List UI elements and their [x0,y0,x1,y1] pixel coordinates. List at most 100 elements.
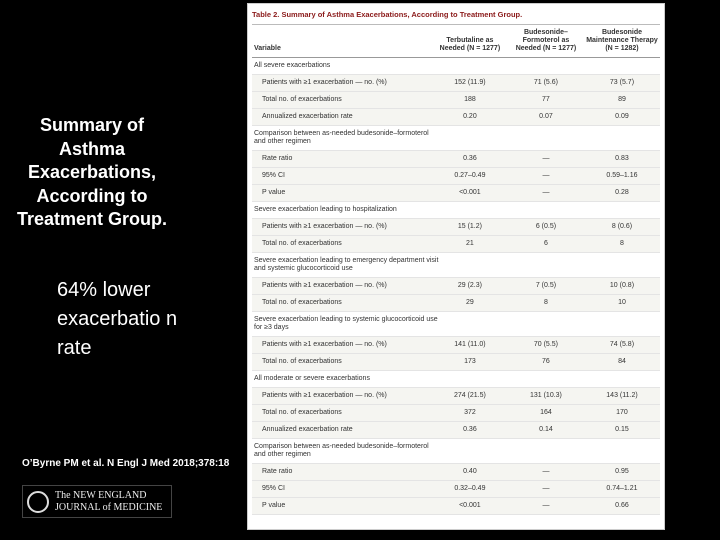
cell: 131 (10.3) [507,387,584,405]
data-row: Patients with ≥1 exacerbation — no. (%) 1… [252,218,660,236]
logo-line: The NEW ENGLAND [55,489,147,501]
section-row: All severe exacerbations [252,57,660,75]
cell: 141 (11.0) [431,336,508,354]
section-row: Severe exacerbation leading to hospitali… [252,201,660,219]
cell: — [507,167,584,185]
data-row: Annualized exacerbation rate 0.20 0.07 0.09 [252,108,660,126]
cell: — [507,150,584,168]
cell: 29 (2.3) [431,277,508,295]
cell: 164 [507,404,584,422]
cell: 6 (0.5) [507,218,584,236]
cell: 170 [583,404,660,422]
cell: <0.001 [431,184,508,202]
cell: 0.83 [583,150,660,168]
section-row: All moderate or severe exacerbations [252,370,660,388]
row-label: 95% CI [252,480,432,498]
row-label: Patients with ≥1 exacerbation — no. (%) [252,277,432,295]
row-label: Comparison between as-needed budesonide–… [252,438,660,464]
cell: 84 [583,353,660,371]
table-panel: Table 2. Summary of Asthma Exacerbations… [247,3,665,530]
row-label: Severe exacerbation leading to emergency… [252,252,660,278]
cell: 152 (11.9) [431,74,508,92]
cell: 173 [431,353,508,371]
data-row: 95% CI 0.27–0.49—0.59–1.16 [252,167,660,185]
data-row: Rate ratio 0.40—0.95 [252,463,660,481]
row-label: P value [252,497,432,515]
cell: 0.27–0.49 [431,167,508,185]
highlight-text: 64% lower exacerbatio n rate [57,279,178,359]
cell: 76 [507,353,584,371]
cell: — [507,463,584,481]
cell: 0.14 [507,421,584,439]
cell: 10 [583,294,660,312]
cell: 0.09 [583,108,660,126]
row-label: Total no. of exacerbations [252,404,432,422]
section-row: Severe exacerbation leading to emergency… [252,252,660,278]
cell: 0.59–1.16 [583,167,660,185]
cell: 0.74–1.21 [583,480,660,498]
logo-seal [27,490,49,513]
row-label: Comparison between as-needed budesonide–… [252,125,660,151]
cell: 89 [583,91,660,109]
cell: — [507,480,584,498]
data-row: Patients with ≥1 exacerbation — no. (%) 1… [252,336,660,354]
section-row: Comparison between as-needed budesonide–… [252,438,660,464]
row-label: All moderate or severe exacerbations [252,370,660,388]
slide-heading: Summary of Asthma Exacerbations, Accordi… [16,115,168,229]
data-row: Total no. of exacerbations 29 8 10 [252,294,660,312]
data-row: Total no. of exacerbations 188 77 89 [252,91,660,109]
row-label: All severe exacerbations [252,57,660,75]
data-row: Total no. of exacerbations 173 76 84 [252,353,660,371]
cell: 8 (0.6) [583,218,660,236]
cell: <0.001 [431,497,508,515]
row-label: Patients with ≥1 exacerbation — no. (%) [252,336,432,354]
cell: 73 (5.7) [583,74,660,92]
cell: 0.20 [431,108,508,126]
row-label: P value [252,184,432,202]
row-label: Patients with ≥1 exacerbation — no. (%) [252,74,432,92]
logo-text: The NEW ENGLAND JOURNAL of MEDICINE [55,490,162,514]
row-label: Total no. of exacerbations [252,235,432,253]
column-header: Budesonide Maintenance Therapy (N = 1282… [583,25,660,58]
cell: 0.36 [431,150,508,168]
cell: 0.32–0.49 [431,480,508,498]
cell: 21 [431,235,508,253]
table-body: All severe exacerbations Patients with ≥1… [252,57,660,515]
logo-line: JOURNAL of MEDICINE [55,501,163,513]
cell: 0.36 [431,421,508,439]
row-label: Rate ratio [252,463,432,481]
data-table: Variable Terbutaline as Needed (N = 1277)… [252,25,660,515]
row-label: 95% CI [252,167,432,185]
section-row: Severe exacerbation leading to systemic … [252,311,660,337]
cell: 0.40 [431,463,508,481]
data-row: Patients with ≥1 exacerbation — no. (%) 2… [252,277,660,295]
data-row: 95% CI 0.32–0.49—0.74–1.21 [252,480,660,498]
data-row: Total no. of exacerbations 372 164 170 [252,404,660,422]
cell: 274 (21.5) [431,387,508,405]
cell: 6 [507,235,584,253]
column-header: Variable [252,25,432,58]
data-row: Annualized exacerbation rate 0.36 0.14 0.15 [252,421,660,439]
cell: 143 (11.2) [583,387,660,405]
journal-logo: The NEW ENGLAND JOURNAL of MEDICINE [22,485,172,518]
row-label: Rate ratio [252,150,432,168]
cell: 29 [431,294,508,312]
row-label: Severe exacerbation leading to systemic … [252,311,660,337]
cell: — [507,184,584,202]
column-header: Budesonide–Formoterol as Needed (N = 127… [507,25,584,58]
data-row: Patients with ≥1 exacerbation — no. (%) 1… [252,74,660,92]
cell: 15 (1.2) [431,218,508,236]
row-label: Total no. of exacerbations [252,294,432,312]
cell: 77 [507,91,584,109]
cell: 0.15 [583,421,660,439]
cell: 8 [583,235,660,253]
cell: 0.07 [507,108,584,126]
cell: 70 (5.5) [507,336,584,354]
data-row: Rate ratio 0.36—0.83 [252,150,660,168]
data-row: P value <0.001—0.28 [252,184,660,202]
data-row: Total no. of exacerbations 21 6 8 [252,235,660,253]
table-title: Table 2. Summary of Asthma Exacerbations… [252,10,660,25]
row-label: Annualized exacerbation rate [252,421,432,439]
data-row: P value <0.001—0.66 [252,497,660,515]
row-label: Total no. of exacerbations [252,91,432,109]
